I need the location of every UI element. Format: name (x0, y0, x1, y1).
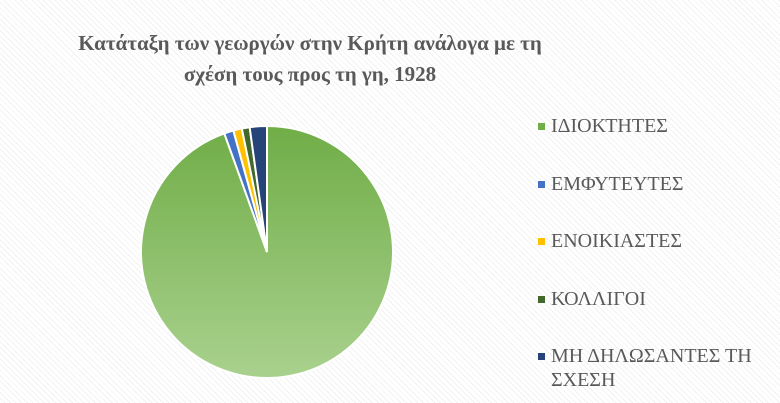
legend-swatch (538, 353, 545, 360)
legend-swatch (538, 238, 545, 245)
legend-label: ΕΜΦΥΤΕΥΤΕΣ (551, 172, 684, 195)
legend: ΙΔΙΟΚΤΗΤΕΣ ΕΜΦΥΤΕΥΤΕΣ ΕΝΟΙΚΙΑΣΤΕΣ ΚΟΛΛΙΓΟΙ Μ… (538, 114, 778, 402)
legend-item: ΜΗ ΔΗΛΩΣΑΝΤΕΣ ΤΗ ΣΧΕΣΗ (538, 344, 778, 402)
legend-label: ΙΔΙΟΚΤΗΤΕΣ (551, 115, 668, 137)
pie-slice (248, 124, 268, 253)
chart-title: Κατάταξη των γεωργών στην Κρήτη ανάλογα … (78, 31, 542, 86)
legend-item: ΕΜΦΥΤΕΥΤΕΣ (538, 172, 778, 230)
legend-item: ΕΝΟΙΚΙΑΣΤΕΣ (538, 229, 778, 287)
legend-item: ΙΔΙΟΚΤΗΤΕΣ (538, 114, 778, 172)
legend-swatch (538, 295, 545, 303)
legend-swatch (538, 180, 545, 188)
legend-swatch (538, 123, 545, 130)
legend-item: ΚΟΛΛΙΓΟΙ (538, 287, 778, 345)
legend-label: ΜΗ ΔΗΛΩΣΑΝΤΕΣ ΤΗ ΣΧΕΣΗ (551, 345, 752, 391)
legend-label: ΚΟΛΛΙΓΟΙ (551, 287, 646, 310)
legend-label: ΕΝΟΙΚΙΑΣΤΕΣ (551, 230, 683, 252)
